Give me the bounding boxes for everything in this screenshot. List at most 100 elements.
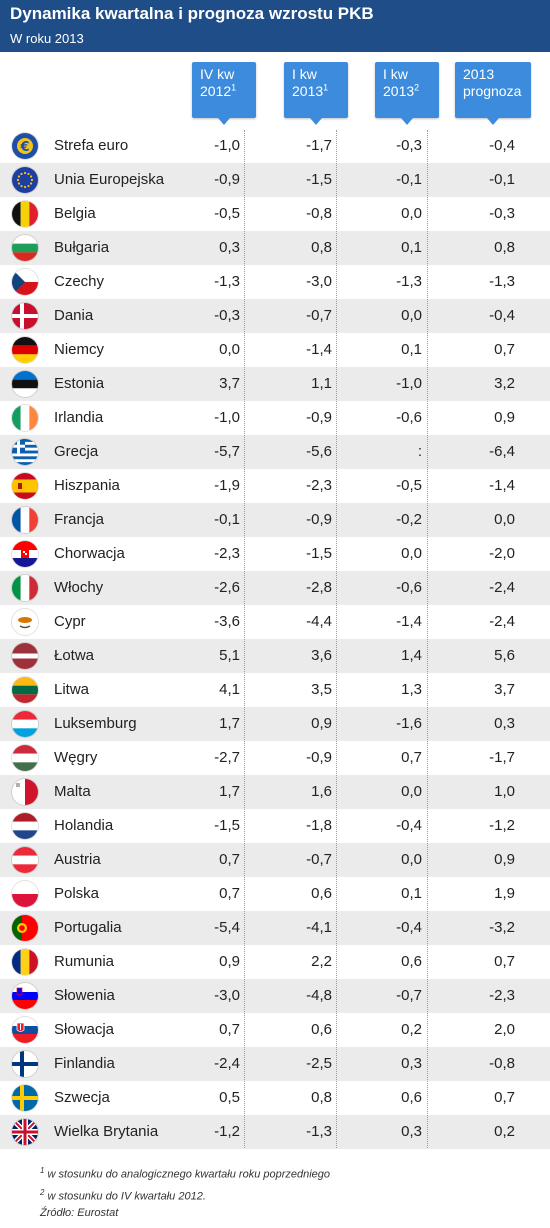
table-cell: -0,7 (306, 307, 332, 324)
country-name: Portugalia (54, 919, 122, 936)
table-cell: 0,3 (401, 1055, 422, 1072)
footnote-text: w stosunku do IV kwartału 2012. (47, 1190, 206, 1203)
table-row: Francja -0,1 -0,9 -0,2 0,0 (0, 503, 550, 537)
table-cell: -0,3 (214, 307, 240, 324)
column-header-iv-kw-2012: IV kw 20121 (192, 62, 256, 125)
table-cell: -1,4 (306, 341, 332, 358)
table-cell: 0,3 (219, 239, 240, 256)
table-row: Irlandia -1,0 -0,9 -0,6 0,9 (0, 401, 550, 435)
page-title: Dynamika kwartalna i prognoza wzrostu PK… (10, 4, 374, 23)
table-row: Malta 1,7 1,6 0,0 1,0 (0, 775, 550, 809)
country-name: Cypr (54, 613, 86, 630)
table-row: Finlandia -2,4 -2,5 0,3 -0,8 (0, 1047, 550, 1081)
table-row: Bułgaria 0,3 0,8 0,1 0,8 (0, 231, 550, 265)
table-cell: -2,5 (306, 1055, 332, 1072)
uk-flag-icon (12, 1119, 38, 1145)
country-name: Litwa (54, 681, 90, 698)
column-header-2013-prognoza: 2013 prognoza (455, 62, 531, 125)
table-cell: 1,0 (494, 783, 515, 800)
romania-flag-icon (12, 949, 38, 975)
table-row: Włochy -2,6 -2,8 -0,6 -2,4 (0, 571, 550, 605)
table-cell: -0,4 (396, 919, 422, 936)
country-name: Bułgaria (54, 239, 110, 256)
country-name: Estonia (54, 375, 105, 392)
footnote-2: 2 w stosunku do IV kwartału 2012. (40, 1184, 330, 1206)
country-name: Chorwacja (54, 545, 125, 562)
table-row: Rumunia 0,9 2,2 0,6 0,7 (0, 945, 550, 979)
table-cell: -2,3 (306, 477, 332, 494)
table-cell: -0,6 (396, 409, 422, 426)
country-name: Czechy (54, 273, 105, 290)
table-cell: -4,1 (306, 919, 332, 936)
table-cell: 3,2 (494, 375, 515, 392)
table-cell: 0,8 (311, 1089, 332, 1106)
column-header-line2: 2012 (200, 83, 232, 99)
table-cell: 0,5 (219, 1089, 240, 1106)
table-cell: -1,7 (489, 749, 515, 766)
spain-flag-icon (12, 473, 38, 499)
table-row: Litwa 4,1 3,5 1,3 3,7 (0, 673, 550, 707)
table-cell: 0,2 (494, 1123, 515, 1140)
table-cell: 1,7 (219, 715, 240, 732)
austria-flag-icon (12, 847, 38, 873)
table-cell: 0,0 (401, 545, 422, 562)
portugal-flag-icon (12, 915, 38, 941)
table-row: Grecja -5,7 -5,6: -6,4 (0, 435, 550, 469)
column-header-i-kw-2013-a: I kw 20131 (284, 62, 348, 125)
ireland-flag-icon (12, 405, 38, 431)
table-cell: 0,0 (494, 511, 515, 528)
slovakia-flag-icon (12, 1017, 38, 1043)
table-cell: 4,1 (219, 681, 240, 698)
table-row: Holandia -1,5 -1,8 -0,4 -1,2 (0, 809, 550, 843)
table-cell: -0,8 (489, 1055, 515, 1072)
table-row: € Strefa euro -1,0 -1,7 -0,3 -0,4 (0, 129, 550, 163)
table-cell: -0,4 (396, 817, 422, 834)
table-cell: 3,6 (311, 647, 332, 664)
table-cell: -1,3 (489, 273, 515, 290)
table-cell: -2,4 (489, 579, 515, 596)
france-flag-icon (12, 507, 38, 533)
table-cell: 0,0 (401, 205, 422, 222)
table-cell: -2,0 (489, 545, 515, 562)
table-cell: -5,6 (306, 443, 332, 460)
table-cell: 5,1 (219, 647, 240, 664)
column-header-line1: IV kw (200, 66, 235, 82)
italy-flag-icon (12, 575, 38, 601)
country-name: Hiszpania (54, 477, 120, 494)
table-cell: 1,4 (401, 647, 422, 664)
country-name: Słowacja (54, 1021, 115, 1038)
table-cell: 5,6 (494, 647, 515, 664)
table-cell: -0,7 (306, 851, 332, 868)
table-cell: -1,2 (214, 1123, 240, 1140)
country-name: Łotwa (54, 647, 95, 664)
luxembourg-flag-icon (12, 711, 38, 737)
table-cell: 0,9 (494, 851, 515, 868)
netherlands-flag-icon (12, 813, 38, 839)
table-cell: 3,7 (494, 681, 515, 698)
footnote-mark: 2 (40, 1187, 45, 1197)
svg-text:€: € (19, 140, 29, 155)
table-cell: -0,3 (489, 205, 515, 222)
column-header-sup: 2 (414, 82, 420, 93)
latvia-flag-icon (12, 643, 38, 669)
country-name: Włochy (54, 579, 104, 596)
column-header-line1: I kw (383, 66, 408, 82)
country-name: Luksemburg (54, 715, 137, 732)
table-cell: -0,9 (214, 171, 240, 188)
croatia-flag-icon (12, 541, 38, 567)
lithuania-flag-icon (12, 677, 38, 703)
country-name: Francja (54, 511, 105, 528)
table-cell: -2,7 (214, 749, 240, 766)
country-name: Malta (54, 783, 91, 800)
country-name: Rumunia (54, 953, 115, 970)
column-divider (244, 130, 245, 1148)
table-cell: 0,7 (219, 885, 240, 902)
table-cell: 0,1 (401, 341, 422, 358)
country-name: Wielka Brytania (54, 1123, 159, 1140)
table-cell: -3,0 (214, 987, 240, 1004)
country-name: Unia Europejska (54, 171, 165, 188)
table-cell: 0,9 (219, 953, 240, 970)
country-name: Dania (54, 307, 94, 324)
table-cell: 0,7 (219, 851, 240, 868)
table-cell: -0,1 (489, 171, 515, 188)
